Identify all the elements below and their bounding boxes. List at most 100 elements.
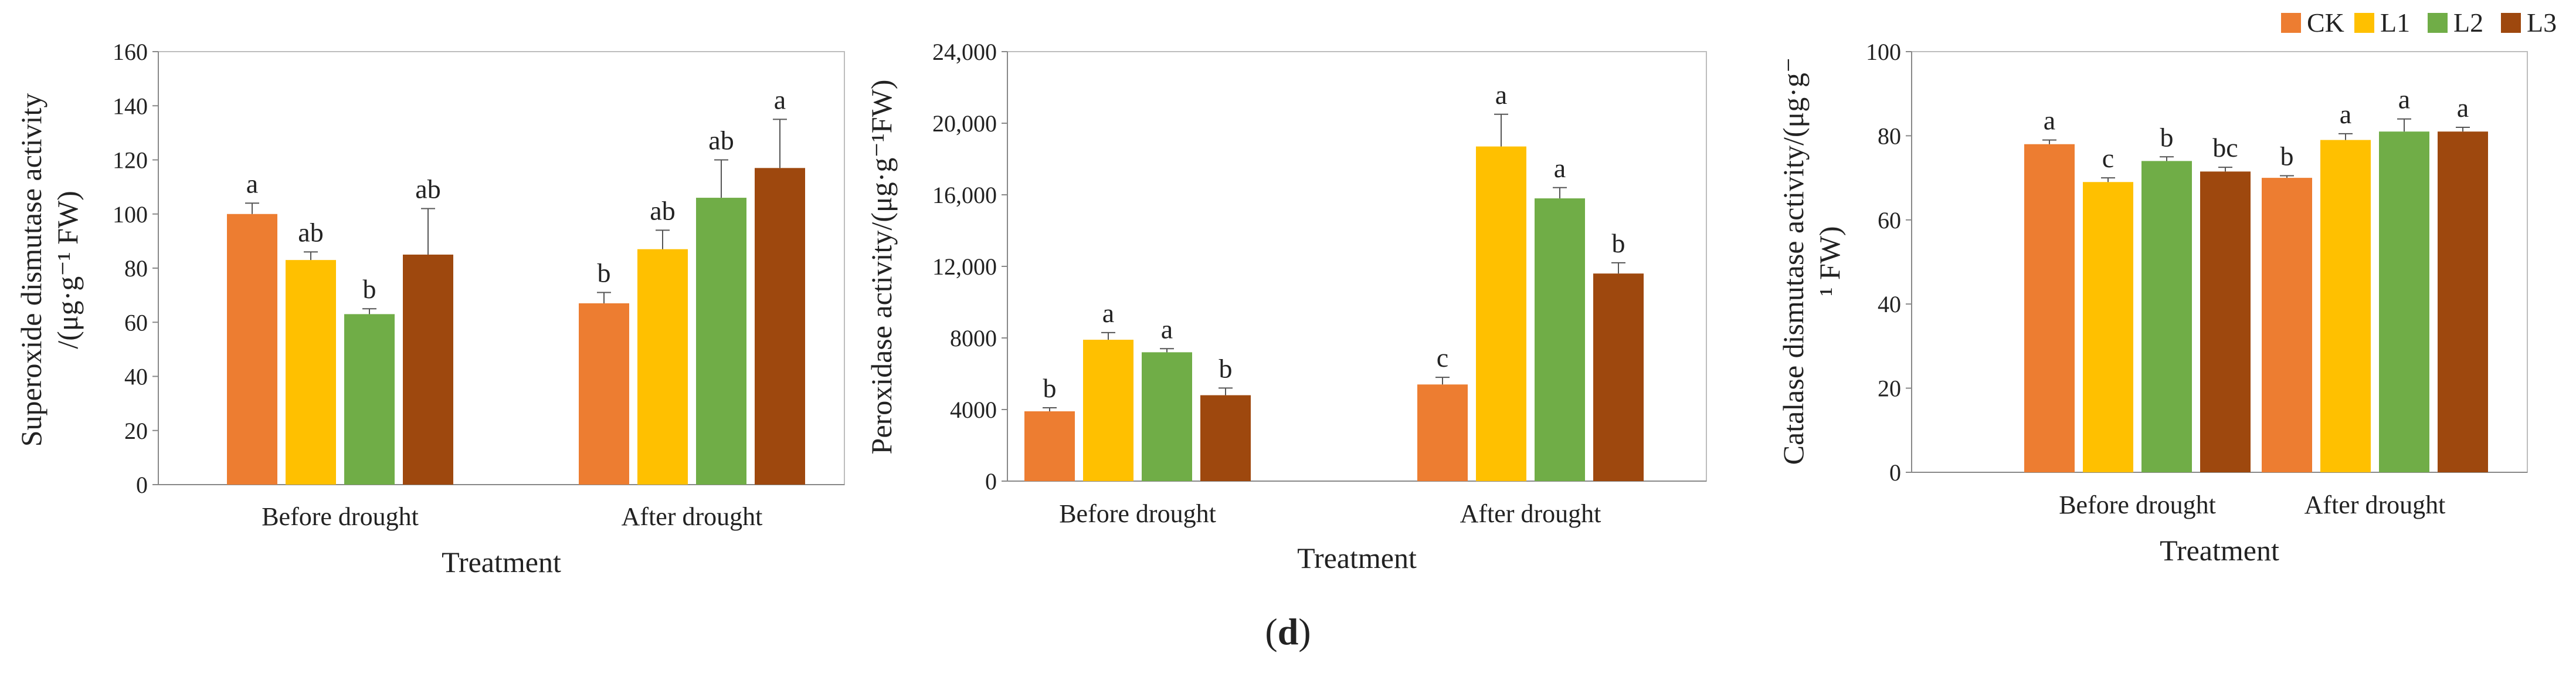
- y-tick-label: 16,000: [932, 182, 997, 208]
- bar: [2141, 161, 2192, 472]
- bar: [1024, 411, 1075, 481]
- x-axis-title: Treatment: [1297, 542, 1417, 574]
- y-tick-label: 0: [1889, 459, 1901, 486]
- x-tick-label: After drought: [622, 502, 763, 531]
- significance-letter: b: [2280, 141, 2294, 171]
- y-tick-label: 160: [113, 39, 148, 65]
- y-axis-title-line: ¹ FW): [1813, 226, 1846, 296]
- y-tick-label: 100: [1866, 39, 1901, 65]
- significance-letter: b: [1612, 228, 1625, 258]
- y-tick-label: 12,000: [932, 253, 997, 280]
- y-tick-label: 20: [124, 418, 148, 444]
- caption-letter: d: [1277, 611, 1299, 652]
- legend-swatch: [2281, 13, 2301, 33]
- significance-letter: a: [774, 84, 786, 114]
- bar: [2024, 144, 2075, 473]
- bar: [286, 260, 336, 485]
- legend-swatch: [2354, 13, 2374, 33]
- bar: [1200, 395, 1251, 481]
- chart-panel: 0 20 40 60 80 100 a c b bc Before drought b a a a After…: [1777, 39, 2528, 567]
- y-axis-title-line: Superoxide dismutase activity: [15, 93, 47, 447]
- caption-close-paren: ): [1298, 611, 1311, 652]
- bar: [696, 198, 746, 485]
- figure-caption: (d): [0, 610, 2576, 654]
- bar: [227, 214, 277, 485]
- significance-letter: a: [2398, 84, 2410, 114]
- bar: [1476, 146, 1526, 481]
- significance-letter: a: [1554, 153, 1566, 183]
- chart-panel: 0 4000 8000 12,000 16,000 20,000 24,000 b a a b Bef…: [865, 39, 1707, 574]
- y-tick-label: 60: [124, 309, 148, 336]
- y-axis-title: Catalase dismutase activity/(μg·g⁻ ¹ FW): [1777, 57, 1846, 465]
- x-axis-title: Treatment: [2160, 534, 2279, 567]
- x-tick-label: Before drought: [1059, 499, 1216, 528]
- legend: CK L1 L2 L3: [2281, 8, 2557, 38]
- x-tick-label: Before drought: [2059, 490, 2216, 519]
- y-tick-label: 20,000: [932, 110, 997, 137]
- y-tick-label: 120: [113, 147, 148, 174]
- bar: [2379, 131, 2429, 473]
- significance-letter: a: [2044, 106, 2055, 136]
- significance-letter: b: [1043, 373, 1057, 403]
- bar: [2262, 178, 2312, 472]
- x-tick-label: After drought: [1460, 499, 1601, 528]
- bar: [2083, 182, 2133, 472]
- bar: [2200, 171, 2251, 473]
- legend-swatch: [2501, 13, 2521, 33]
- significance-letter: a: [1161, 314, 1173, 344]
- bar: [1535, 198, 1585, 481]
- bar: [344, 314, 395, 485]
- y-tick-label: 140: [113, 93, 148, 119]
- y-axis-title: Peroxidase activity/(μg·g⁻¹FW): [865, 80, 898, 455]
- y-tick-label: 100: [113, 201, 148, 228]
- y-tick-label: 40: [124, 364, 148, 390]
- y-tick-label: 80: [1878, 123, 1901, 149]
- y-axis-title-line: Peroxidase activity/(μg·g⁻¹FW): [865, 80, 898, 455]
- significance-letter: b: [2160, 122, 2174, 152]
- legend-label: L3: [2527, 8, 2557, 38]
- significance-letter: c: [1437, 343, 1448, 373]
- y-tick-label: 40: [1878, 291, 1901, 317]
- bar: [1142, 352, 1192, 481]
- significance-letter: b: [1219, 353, 1233, 383]
- significance-letter: ab: [298, 217, 323, 247]
- legend-label: CK: [2307, 8, 2344, 38]
- bar: [2320, 140, 2371, 472]
- significance-letter: a: [246, 168, 258, 198]
- y-tick-label: 60: [1878, 207, 1901, 234]
- significance-letter: c: [2102, 143, 2114, 173]
- legend-swatch: [2428, 13, 2448, 33]
- y-tick-label: 8000: [950, 325, 997, 351]
- legend-label: L1: [2380, 8, 2410, 38]
- y-tick-label: 0: [136, 472, 148, 498]
- y-tick-label: 80: [124, 255, 148, 282]
- bar: [637, 249, 688, 485]
- significance-letter: b: [363, 274, 376, 304]
- significance-letter: ab: [708, 126, 734, 155]
- significance-letter: ab: [415, 174, 440, 204]
- significance-letter: a: [1495, 80, 1507, 110]
- significance-letter: bc: [2212, 133, 2238, 163]
- bar: [2438, 131, 2488, 473]
- y-tick-label: 20: [1878, 375, 1901, 402]
- y-tick-label: 4000: [950, 397, 997, 423]
- significance-letter: a: [2340, 99, 2351, 129]
- x-axis-title: Treatment: [442, 546, 561, 578]
- significance-letter: a: [1102, 298, 1114, 328]
- significance-letter: b: [598, 258, 611, 288]
- y-axis-title-line: Catalase dismutase activity/(μg·g⁻: [1777, 57, 1810, 465]
- significance-letter: a: [2457, 93, 2469, 123]
- x-tick-label: After drought: [2305, 490, 2446, 519]
- bar: [755, 168, 805, 485]
- significance-letter: ab: [650, 195, 675, 225]
- bar: [403, 254, 453, 485]
- bar: [579, 303, 629, 485]
- y-axis-title-line: /(μg·g⁻¹ FW): [51, 191, 84, 349]
- y-tick-label: 24,000: [932, 39, 997, 65]
- bar: [1083, 340, 1133, 481]
- x-tick-label: Before drought: [262, 502, 419, 531]
- caption-open-paren: (: [1265, 611, 1278, 652]
